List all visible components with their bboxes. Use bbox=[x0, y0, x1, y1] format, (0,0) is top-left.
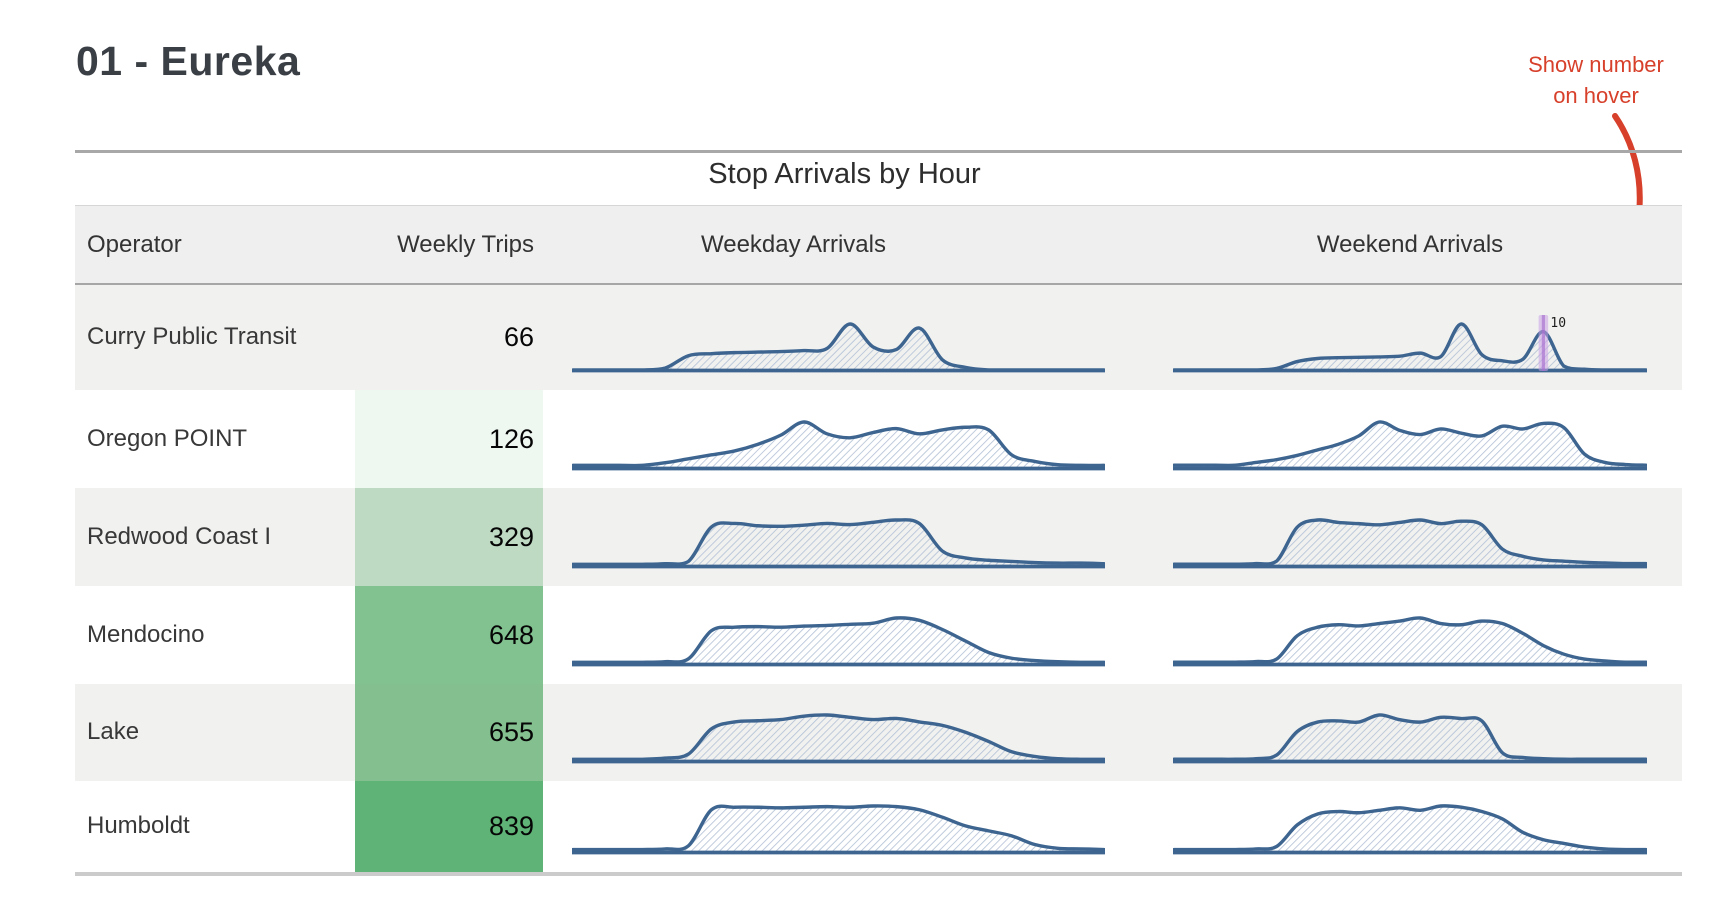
table-body: Curry Public Transit 66 10 Oregon POINT 126 R… bbox=[75, 285, 1682, 872]
operator-label: Oregon POINT bbox=[87, 424, 248, 452]
operator-label: Humboldt bbox=[87, 812, 190, 840]
operator-label: Lake bbox=[87, 718, 140, 746]
weekday-sparkline[interactable] bbox=[572, 793, 1105, 857]
sparkline-area bbox=[1174, 805, 1646, 852]
weekend-sparkline[interactable]: 10 bbox=[1173, 311, 1647, 375]
sparkline-area bbox=[1174, 617, 1646, 664]
weekend-sparkline[interactable] bbox=[1173, 409, 1647, 473]
sparkline-line bbox=[572, 804, 1105, 852]
hover-annotation-line2: on hover bbox=[1553, 82, 1639, 108]
sparkline-line bbox=[1173, 804, 1647, 852]
operator-cell: Redwood Coast I bbox=[87, 488, 337, 586]
weekday-sparkline[interactable] bbox=[572, 702, 1105, 766]
sparkline-line bbox=[1173, 322, 1647, 372]
sparkline-area bbox=[573, 617, 1104, 664]
table-row: Lake 655 bbox=[75, 684, 1682, 781]
sparkline-line bbox=[572, 616, 1105, 665]
table-row: Redwood Coast I 329 bbox=[75, 488, 1682, 586]
column-header-weekday-arrivals: Weekday Arrivals bbox=[701, 231, 886, 258]
table-top-rule bbox=[75, 150, 1682, 153]
sparkline-area bbox=[1174, 714, 1646, 761]
operator-label: Redwood Coast I bbox=[87, 522, 272, 550]
operator-cell: Oregon POINT bbox=[87, 390, 337, 488]
weekday-sparkline[interactable] bbox=[572, 507, 1105, 571]
sparkline-area bbox=[573, 323, 1104, 370]
table-row: Curry Public Transit 66 10 bbox=[75, 285, 1682, 390]
weekday-sparkline[interactable] bbox=[572, 605, 1105, 669]
column-header-weekly-trips: Weekly Trips bbox=[397, 231, 534, 258]
weekend-sparkline[interactable] bbox=[1173, 507, 1647, 571]
table-row: Humboldt 839 bbox=[75, 781, 1682, 872]
column-header-operator: Operator bbox=[87, 231, 182, 258]
sparkline-line bbox=[572, 322, 1105, 372]
operator-cell: Mendocino bbox=[87, 586, 337, 684]
table-row: Mendocino 648 bbox=[75, 586, 1682, 684]
operator-label: Curry Public Transit bbox=[87, 323, 297, 351]
sparkline-line bbox=[572, 713, 1105, 762]
operator-label: Mendocino bbox=[87, 620, 205, 648]
weekly-trips-cell: 329 bbox=[355, 488, 543, 586]
table-bottom-rule bbox=[75, 872, 1682, 876]
weekend-sparkline[interactable] bbox=[1173, 793, 1647, 857]
hover-value-label: 10 bbox=[1550, 316, 1566, 331]
sparkline-line bbox=[1173, 518, 1647, 566]
arrivals-table: Operator Weekly Trips Weekday Arrivals W… bbox=[75, 205, 1682, 872]
weekend-sparkline[interactable] bbox=[1173, 702, 1647, 766]
operator-cell: Curry Public Transit bbox=[87, 285, 337, 390]
weekly-trips-cell: 126 bbox=[355, 390, 543, 488]
hover-annotation: Show number on hover bbox=[1490, 50, 1702, 112]
sparkline-line bbox=[572, 518, 1105, 567]
weekend-sparkline[interactable] bbox=[1173, 605, 1647, 669]
table-caption: Stop Arrivals by Hour bbox=[708, 158, 981, 190]
weekly-trips-cell: 839 bbox=[355, 781, 543, 872]
weekday-sparkline[interactable] bbox=[572, 409, 1105, 473]
operator-cell: Humboldt bbox=[87, 781, 337, 872]
weekly-trips-cell: 648 bbox=[355, 586, 543, 684]
sparkline-area bbox=[1174, 519, 1646, 566]
hover-annotation-line1: Show number bbox=[1528, 52, 1664, 77]
sparkline-area bbox=[573, 519, 1104, 566]
sparkline-area bbox=[573, 805, 1104, 852]
table-row: Oregon POINT 126 bbox=[75, 390, 1682, 488]
hover-highlight-core bbox=[1541, 315, 1545, 371]
weekly-trips-cell: 66 bbox=[503, 322, 534, 352]
table-header-row: Operator Weekly Trips Weekday Arrivals W… bbox=[75, 205, 1682, 285]
page-title: 01 - Eureka bbox=[76, 38, 301, 84]
sparkline-line bbox=[1173, 420, 1647, 468]
sparkline-area bbox=[1174, 421, 1646, 468]
sparkline-line bbox=[1173, 616, 1647, 664]
sparkline-area bbox=[1174, 323, 1646, 370]
weekday-sparkline[interactable] bbox=[572, 311, 1105, 375]
sparkline-line bbox=[572, 420, 1105, 468]
sparkline-area bbox=[573, 714, 1104, 761]
column-header-weekend-arrivals: Weekend Arrivals bbox=[1316, 231, 1504, 258]
sparkline-line bbox=[1173, 713, 1647, 761]
operator-cell: Lake bbox=[87, 684, 337, 781]
weekly-trips-cell: 655 bbox=[355, 684, 543, 781]
